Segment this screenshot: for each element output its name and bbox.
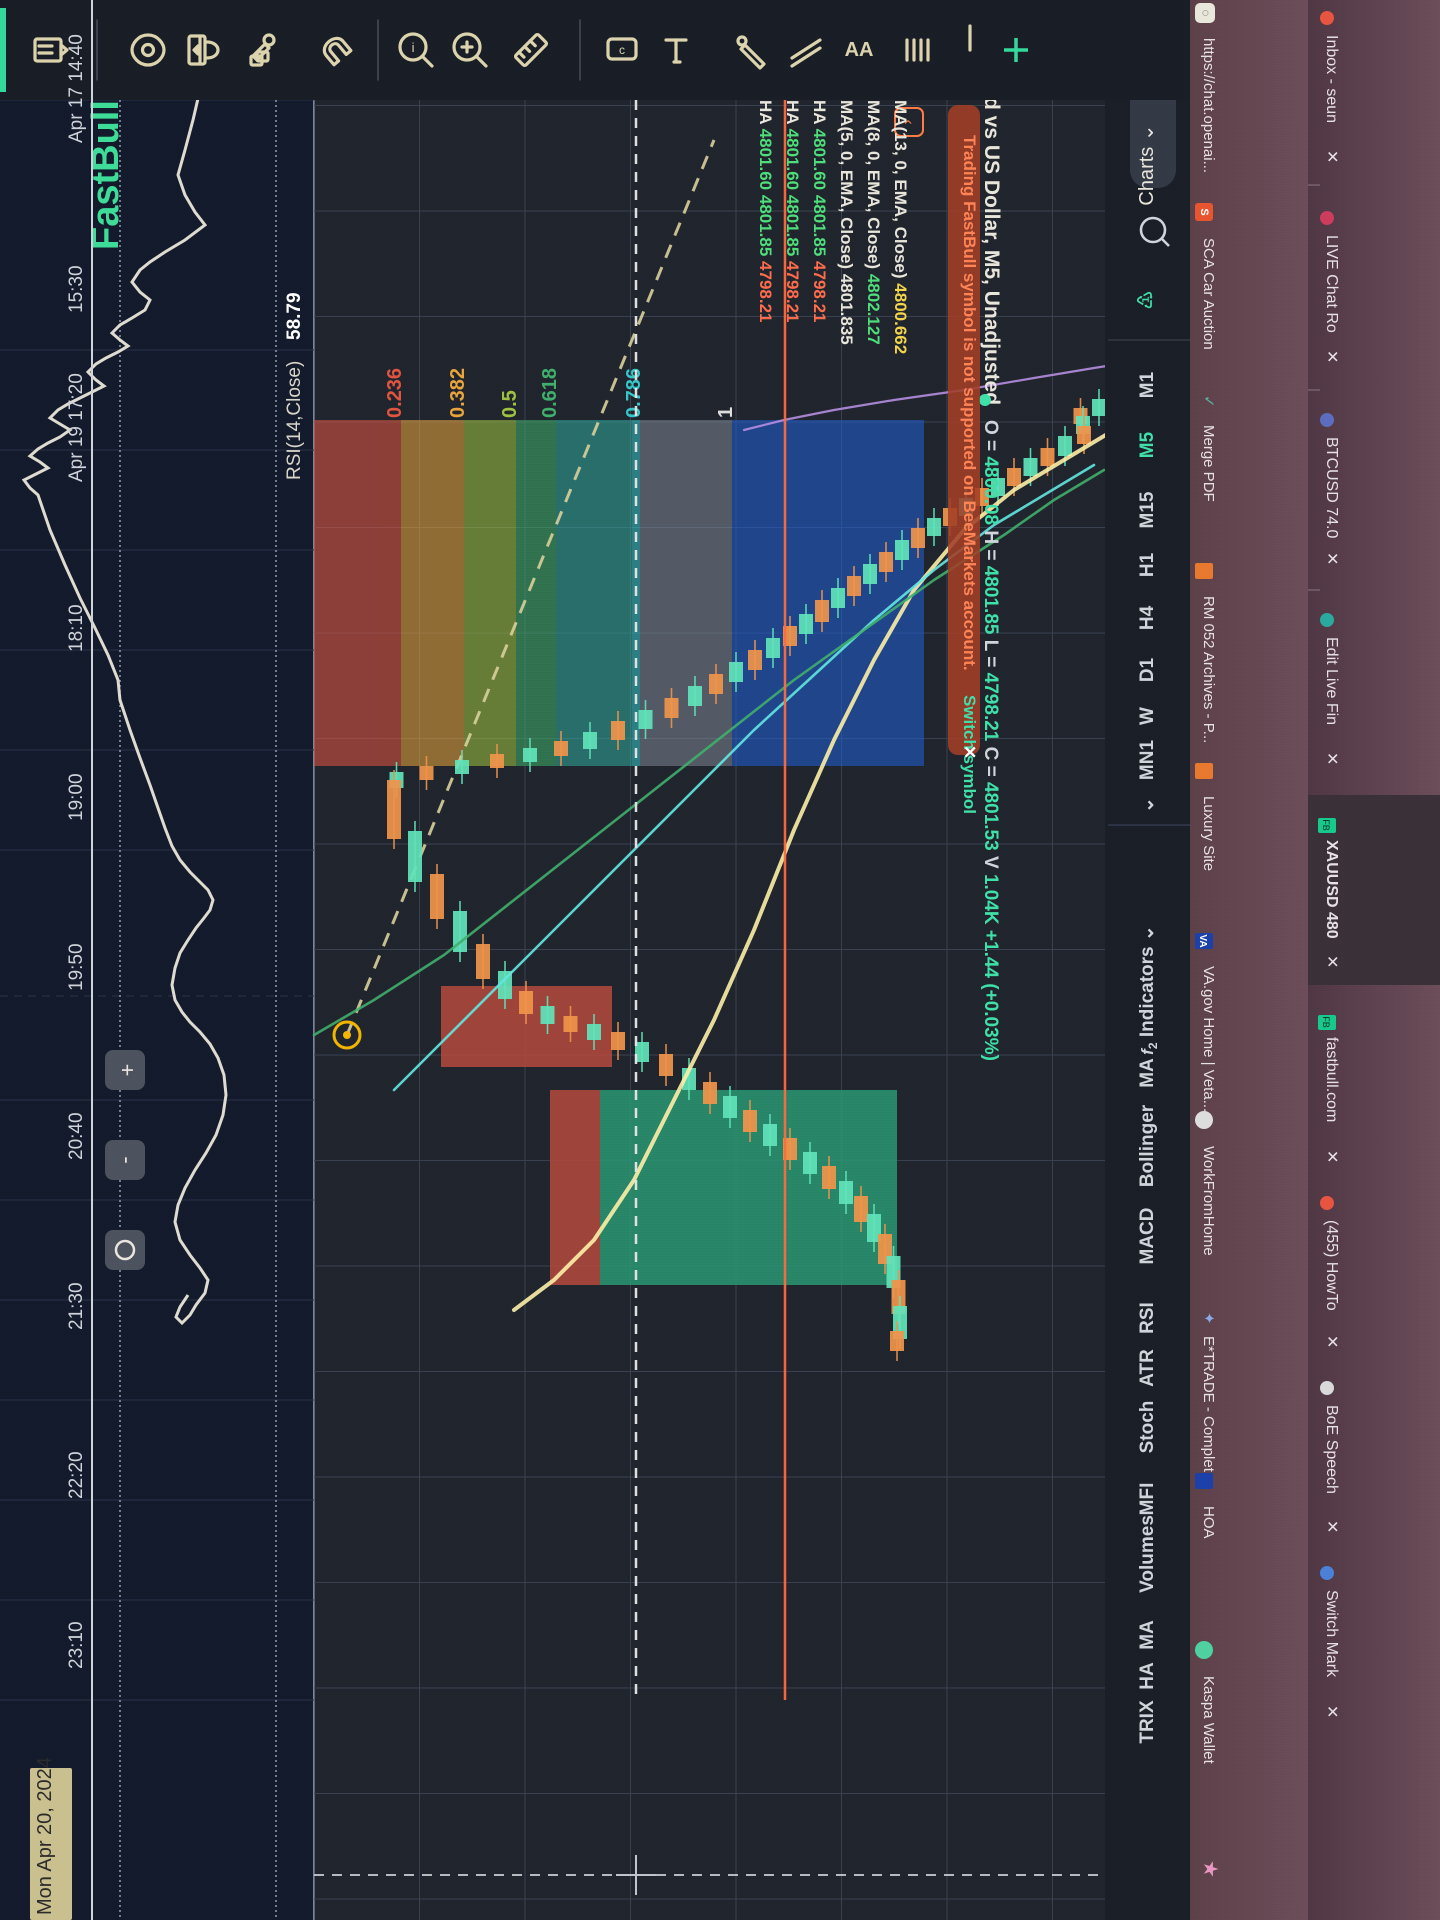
svg-text:✕: ✕ bbox=[1323, 752, 1340, 765]
svg-text:c: c bbox=[619, 43, 625, 57]
svg-text:0.382: 0.382 bbox=[447, 368, 469, 418]
svg-text:♳: ♳ bbox=[1133, 290, 1158, 310]
svg-text:RSI: RSI bbox=[1137, 1302, 1158, 1334]
svg-text:0.786: 0.786 bbox=[623, 368, 645, 418]
svg-text:https://chat.openai...: https://chat.openai... bbox=[1200, 38, 1217, 173]
svg-text:✕: ✕ bbox=[1323, 1150, 1340, 1163]
svg-text:LIVE Chat Ro: LIVE Chat Ro bbox=[1323, 235, 1340, 333]
svg-text:19:00: 19:00 bbox=[66, 773, 87, 821]
svg-text:i: i bbox=[412, 40, 415, 55]
svg-text:⌄: ⌄ bbox=[1137, 797, 1158, 813]
svg-text:RSI(14,Close): RSI(14,Close) bbox=[284, 361, 305, 480]
svg-text:VA: VA bbox=[1197, 934, 1208, 947]
svg-text:M1: M1 bbox=[1137, 371, 1158, 398]
svg-text:D1: D1 bbox=[1137, 657, 1158, 682]
svg-text:MA(13, 0, EMA, Close) 4800.662: MA(13, 0, EMA, Close) 4800.662 bbox=[891, 100, 910, 354]
svg-text:Kaspa Wallet: Kaspa Wallet bbox=[1200, 1676, 1217, 1765]
svg-text:★: ★ bbox=[1199, 1860, 1221, 1878]
svg-text:Apr 19 17:20: Apr 19 17:20 bbox=[66, 373, 87, 482]
svg-text:Switch Mark: Switch Mark bbox=[1323, 1590, 1340, 1678]
svg-text:◌: ◌ bbox=[1199, 9, 1213, 16]
svg-text:(455) HowTo: (455) HowTo bbox=[1323, 1220, 1340, 1311]
svg-text:Mon Apr 20, 2024: Mon Apr 20, 2024 bbox=[34, 1757, 56, 1915]
svg-text:✕: ✕ bbox=[1323, 1705, 1340, 1718]
svg-text:Bollinger: Bollinger bbox=[1137, 1104, 1158, 1187]
svg-text:BoE Speech: BoE Speech bbox=[1323, 1405, 1340, 1494]
svg-text:✕: ✕ bbox=[1323, 150, 1340, 163]
svg-text:✓: ✓ bbox=[1200, 395, 1217, 408]
svg-text:H1: H1 bbox=[1137, 552, 1158, 577]
svg-text:WorkFromHome: WorkFromHome bbox=[1200, 1146, 1217, 1256]
svg-text:MA(8, 0, EMA, Close) 4802.127: MA(8, 0, EMA, Close) 4802.127 bbox=[864, 100, 883, 345]
svg-text:19:50: 19:50 bbox=[66, 943, 87, 991]
svg-text:H4: H4 bbox=[1137, 605, 1158, 630]
svg-text:+: + bbox=[115, 1064, 140, 1077]
svg-text:AA: AA bbox=[845, 39, 874, 61]
svg-text:XAUUSD 480: XAUUSD 480 bbox=[1323, 840, 1340, 939]
svg-text:Merge PDF: Merge PDF bbox=[1200, 425, 1217, 502]
svg-text:RM 052 Archives - P...: RM 052 Archives - P... bbox=[1200, 596, 1217, 743]
svg-text:MACD: MACD bbox=[1137, 1208, 1158, 1265]
svg-text:Luxury Site: Luxury Site bbox=[1200, 796, 1217, 871]
svg-text:58.79: 58.79 bbox=[284, 292, 305, 340]
svg-text:MA: MA bbox=[1137, 1620, 1158, 1650]
svg-text:21:30: 21:30 bbox=[66, 1282, 87, 1330]
svg-text:✕: ✕ bbox=[960, 745, 979, 759]
svg-text:Inbox - seun: Inbox - seun bbox=[1323, 35, 1340, 123]
svg-text:ATR: ATR bbox=[1137, 1349, 1158, 1387]
svg-text:22:20: 22:20 bbox=[66, 1451, 87, 1499]
svg-text:0.236: 0.236 bbox=[384, 368, 406, 418]
svg-text:MN1: MN1 bbox=[1137, 740, 1158, 781]
svg-text:23:10: 23:10 bbox=[66, 1621, 87, 1669]
svg-text:HA 4801.60 4801.85 4798.21: HA 4801.60 4801.85 4798.21 bbox=[810, 100, 829, 323]
svg-text:FB: FB bbox=[1321, 1016, 1331, 1028]
svg-text:fastbull.com: fastbull.com bbox=[1323, 1037, 1340, 1122]
svg-text:M5: M5 bbox=[1137, 431, 1158, 458]
svg-text:0.618: 0.618 bbox=[539, 368, 561, 418]
svg-text:f2 Indicators ⌄: f2 Indicators ⌄ bbox=[1137, 925, 1160, 1055]
svg-text:TRIX: TRIX bbox=[1137, 1700, 1158, 1744]
svg-text:18:10: 18:10 bbox=[66, 604, 87, 652]
svg-text:MA: MA bbox=[1137, 1058, 1158, 1088]
svg-text:15:30: 15:30 bbox=[66, 265, 87, 313]
svg-text:Stoch: Stoch bbox=[1137, 1401, 1158, 1454]
svg-text:FB: FB bbox=[1321, 819, 1331, 831]
svg-text:Volumes: Volumes bbox=[1137, 1515, 1158, 1593]
svg-text:E*TRADE - Complet...: E*TRADE - Complet... bbox=[1200, 1336, 1217, 1484]
svg-text:20:40: 20:40 bbox=[66, 1112, 87, 1160]
svg-text:SCA Car Auction: SCA Car Auction bbox=[1200, 238, 1217, 350]
svg-text:HA 4801.60 4801.85 4798.21: HA 4801.60 4801.85 4798.21 bbox=[783, 100, 802, 323]
svg-text:✕: ✕ bbox=[1323, 350, 1340, 363]
svg-text:MA(5, 0, EMA, Close) 4801.835: MA(5, 0, EMA, Close) 4801.835 bbox=[837, 100, 856, 345]
svg-text:0.5: 0.5 bbox=[499, 390, 521, 418]
svg-text:Trading FastBull symbol is not: Trading FastBull symbol is not supported… bbox=[960, 135, 979, 671]
svg-text:Charts ⌄: Charts ⌄ bbox=[1136, 124, 1158, 205]
svg-text:-: - bbox=[115, 1156, 140, 1163]
svg-text:S: S bbox=[1198, 208, 1210, 215]
svg-text:HOA: HOA bbox=[1200, 1506, 1217, 1539]
svg-text:✕: ✕ bbox=[1323, 552, 1340, 565]
svg-text:✕: ✕ bbox=[1323, 1520, 1340, 1533]
svg-text:✕: ✕ bbox=[1323, 1335, 1340, 1348]
svg-text:✕: ✕ bbox=[1323, 955, 1340, 968]
svg-text:M15: M15 bbox=[1137, 491, 1158, 528]
svg-text:O = 4800.08 H = 4801.85 L =: O = 4800.08 H = 4801.85 L = 4798.21 C = … bbox=[980, 420, 1001, 1061]
svg-text:W: W bbox=[1137, 707, 1158, 725]
svg-text:HA: HA bbox=[1137, 1662, 1158, 1690]
svg-text:HA 4801.60 4801.85 4798.21: HA 4801.60 4801.85 4798.21 bbox=[756, 100, 775, 323]
svg-text:Gold vs US Dollar, M5, Unadjus: Gold vs US Dollar, M5, Unadjusted bbox=[980, 62, 1003, 405]
svg-text:Edit Live Fin: Edit Live Fin bbox=[1323, 637, 1340, 725]
svg-text:BTCUSD 74.0: BTCUSD 74.0 bbox=[1323, 437, 1340, 538]
svg-text:Apr 17 14:40: Apr 17 14:40 bbox=[66, 34, 87, 143]
svg-text:VA.gov Home | Veta...: VA.gov Home | Veta... bbox=[1200, 966, 1217, 1112]
svg-text:✦: ✦ bbox=[1200, 1312, 1217, 1325]
svg-text:MFI: MFI bbox=[1137, 1483, 1158, 1516]
